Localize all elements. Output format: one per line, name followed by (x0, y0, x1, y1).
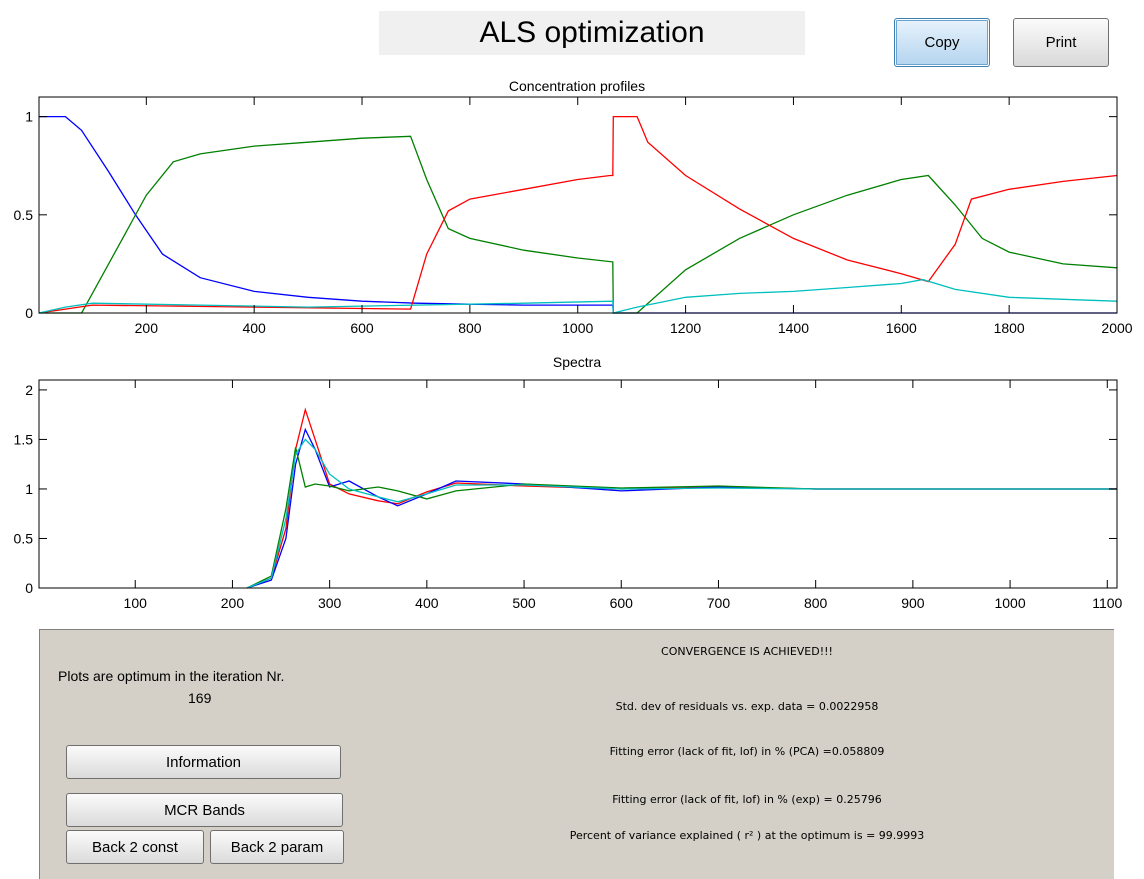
x-tick-label: 300 (318, 595, 342, 611)
mcr-bands-button[interactable]: MCR Bands (66, 793, 343, 827)
information-button[interactable]: Information (66, 745, 341, 779)
series-line-2 (38, 115, 1118, 314)
y-tick-label: 0 (25, 580, 33, 596)
back-to-const-button[interactable]: Back 2 const (66, 830, 204, 864)
plots-area: Concentration profiles 200 400 600 800 1000 1… (14, 78, 1133, 611)
x-tick-label: 2000 (1101, 320, 1132, 336)
window-title: ALS optimization (379, 11, 805, 55)
x-tick-label: 200 (135, 320, 159, 336)
y-tick-label: 0.5 (14, 207, 34, 223)
x-tick-label: 700 (707, 595, 731, 611)
y-tick-label: 1 (25, 109, 33, 125)
optimum-iteration: 169 (188, 690, 212, 706)
x-tick-label: 500 (512, 595, 536, 611)
series-line-2 (246, 447, 1117, 589)
x-tick-label: 1800 (994, 320, 1025, 336)
series-line-1 (246, 427, 1117, 589)
y-tick-label: 1.5 (14, 431, 34, 447)
optimum-label: Plots are optimum in the iteration Nr. (58, 668, 285, 684)
y-tick-label: 0 (25, 305, 33, 321)
x-tick-label: 400 (415, 595, 439, 611)
x-tick-label: 1000 (994, 595, 1025, 611)
results-panel: Plots are optimum in the iteration Nr. 1… (39, 629, 1114, 879)
x-tick-label: 800 (804, 595, 828, 611)
convergence-message: CONVERGENCE IS ACHIEVED!!! (661, 645, 833, 658)
x-tick-label: 400 (242, 320, 266, 336)
x-tick-label: 900 (901, 595, 925, 611)
x-tick-label: 1600 (886, 320, 917, 336)
y-tick-label: 0.5 (14, 530, 34, 546)
concentration-xlabel: Spectra (553, 354, 601, 370)
x-tick-label: 1000 (562, 320, 593, 336)
back-to-param-button[interactable]: Back 2 param (210, 830, 344, 864)
y-tick-label: 2 (25, 382, 33, 398)
lof-pca: Fitting error (lack of fit, lof) in % (P… (609, 745, 885, 758)
x-tick-label: 100 (124, 595, 148, 611)
print-button[interactable]: Print (1013, 18, 1109, 67)
x-tick-label: 200 (221, 595, 245, 611)
x-tick-label: 1100 (1092, 595, 1122, 611)
x-tick-label: 1200 (670, 320, 701, 336)
y-tick-label: 1 (25, 481, 33, 497)
concentration-plot: 200 400 600 800 1000 1200 1400 1600 1800 2000 0 0.5… (14, 96, 1133, 336)
series-line-1 (39, 135, 1118, 314)
x-tick-label: 600 (350, 320, 374, 336)
series-line-0 (246, 407, 1117, 589)
variance-explained: Percent of variance explained ( r² ) at … (569, 829, 925, 842)
x-tick-label: 1400 (778, 320, 809, 336)
concentration-title: Concentration profiles (509, 78, 645, 94)
x-tick-label: 600 (610, 595, 634, 611)
x-tick-label: 800 (458, 320, 482, 336)
copy-button[interactable]: Copy (894, 18, 990, 67)
series-line-3 (38, 278, 1118, 314)
series-line-0 (39, 115, 1117, 314)
axes-frame (38, 379, 1118, 589)
lof-exp: Fitting error (lack of fit, lof) in % (e… (612, 793, 882, 806)
series-line-3 (246, 438, 1117, 589)
spectra-plot: 100 200 300 400 500 600 700 800 900 1000 1100 0 0.5 1… (14, 379, 1123, 611)
std-dev-residuals: Std. dev of residuals vs. exp. data = 0.… (615, 700, 879, 713)
